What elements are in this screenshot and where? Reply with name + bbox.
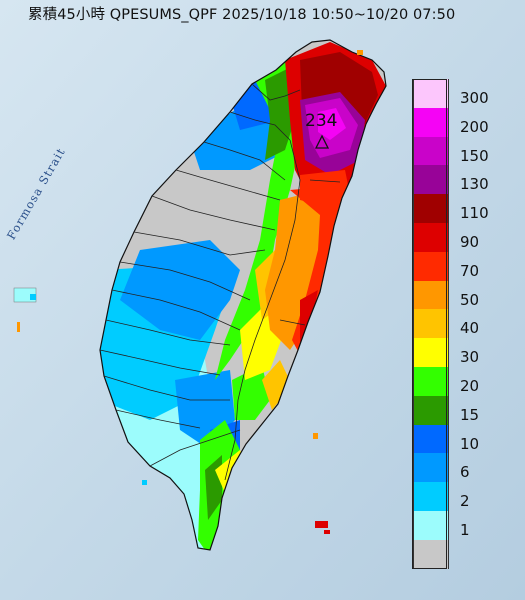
- offshore-islands: [13, 50, 363, 534]
- legend-swatch: [413, 395, 449, 425]
- legend-swatch: [413, 453, 449, 483]
- legend-swatch: [413, 424, 449, 454]
- legend-swatch: [413, 107, 449, 137]
- legend-swatch: [413, 223, 449, 252]
- legend-label: 15: [460, 405, 480, 424]
- legend-label: 150: [460, 146, 489, 165]
- legend-label: 50: [460, 290, 480, 309]
- island-coastline: [99, 39, 387, 551]
- legend-swatch: [413, 511, 449, 540]
- legend-label: 20: [460, 377, 480, 395]
- legend-swatch: [413, 280, 449, 310]
- legend-swatch: [413, 194, 449, 223]
- map-title: 累積45小時 QPESUMS_QPF 2025/10/18 10:50~10/2…: [28, 7, 456, 23]
- legend-label: 30: [460, 348, 480, 367]
- legend-label: 200: [460, 117, 489, 136]
- legend-label: 40: [460, 319, 480, 338]
- legend-swatch: [413, 338, 449, 367]
- legend-swatch: [413, 367, 449, 396]
- legend-label: 6: [460, 463, 470, 482]
- legend-label: 2: [460, 492, 470, 511]
- legend-swatch: [413, 79, 449, 108]
- legend-swatch: [413, 482, 449, 511]
- legend-swatch: [413, 539, 449, 569]
- legend-swatch: [413, 309, 449, 339]
- max-rainfall-marker-icon: [314, 134, 330, 149]
- legend-label: 10: [460, 434, 480, 453]
- legend-swatch: [413, 251, 449, 281]
- max-rainfall-value: 234: [305, 111, 338, 131]
- legend-label: 300: [460, 89, 489, 107]
- legend-label: 1: [460, 521, 470, 539]
- legend-label: 70: [460, 261, 480, 280]
- county-boundaries: [99, 83, 341, 481]
- legend-label: 110: [460, 204, 489, 223]
- legend-label: 130: [460, 175, 489, 194]
- legend-swatch: [413, 165, 449, 195]
- legend-label: 90: [460, 233, 480, 251]
- legend-swatch: [413, 136, 449, 166]
